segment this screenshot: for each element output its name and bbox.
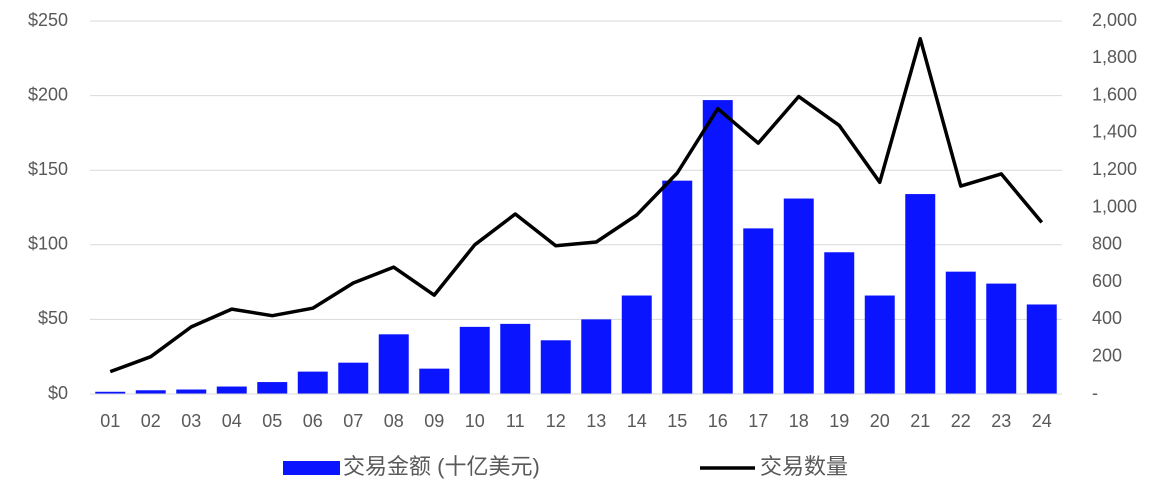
- x-tick-label: 17: [748, 411, 768, 431]
- x-tick-label: 04: [222, 411, 242, 431]
- legend-swatch: [283, 461, 340, 475]
- y-tick-label: $250: [28, 10, 68, 30]
- bar: [135, 390, 166, 394]
- bar: [824, 252, 855, 394]
- bar: [257, 382, 288, 394]
- bar: [743, 228, 774, 394]
- y2-tick-label: 1,600: [1092, 84, 1137, 104]
- x-tick-label: 03: [181, 411, 201, 431]
- y-tick-label: $0: [48, 383, 68, 403]
- bar: [945, 271, 976, 394]
- x-tick-label: 02: [141, 411, 161, 431]
- legend-label: 交易数量: [760, 454, 848, 479]
- x-tick-label: 20: [870, 411, 890, 431]
- x-tick-label: 07: [343, 411, 363, 431]
- x-tick-label: 10: [465, 411, 485, 431]
- x-tick-label: 08: [384, 411, 404, 431]
- x-tick-label: 13: [586, 411, 606, 431]
- bar: [540, 340, 571, 394]
- bar: [176, 389, 207, 394]
- y2-tick-label: 1,800: [1092, 47, 1137, 67]
- y2-tick-label: 1,200: [1092, 159, 1137, 179]
- bar: [662, 180, 693, 394]
- x-tick-label: 24: [1032, 411, 1052, 431]
- x-tick-label: 22: [951, 411, 971, 431]
- bar: [905, 194, 936, 394]
- y-tick-label: $150: [28, 159, 68, 179]
- bar: [378, 334, 409, 394]
- x-tick-label: 05: [262, 411, 282, 431]
- bar: [986, 283, 1017, 394]
- x-tick-label: 14: [627, 411, 647, 431]
- bar: [297, 371, 328, 394]
- y-tick-label: $100: [28, 234, 68, 254]
- bar: [783, 198, 814, 394]
- y2-tick-label: 400: [1092, 308, 1122, 328]
- bar: [581, 319, 612, 394]
- x-tick-label: 16: [708, 411, 728, 431]
- bar: [1026, 304, 1057, 394]
- bar: [621, 295, 652, 394]
- x-tick-label: 01: [100, 411, 120, 431]
- y2-tick-label: 1,400: [1092, 122, 1137, 142]
- line: [109, 36, 1044, 374]
- x-tick-label: 21: [910, 411, 930, 431]
- x-tick-label: 06: [303, 411, 323, 431]
- y2-tick-label: 800: [1092, 234, 1122, 254]
- y2-tick-label: 600: [1092, 271, 1122, 291]
- bar: [702, 100, 733, 395]
- y2-tick-label: -: [1092, 383, 1098, 403]
- x-tick-label: 18: [789, 411, 809, 431]
- bar: [95, 391, 126, 394]
- y-tick-label: $50: [38, 308, 68, 328]
- bar: [338, 362, 369, 394]
- x-tick-label: 09: [424, 411, 444, 431]
- y2-tick-label: 200: [1092, 345, 1122, 365]
- legend-label: 交易金额 (十亿美元): [343, 454, 540, 479]
- bar: [216, 386, 247, 394]
- y2-tick-label: 1,000: [1092, 196, 1137, 216]
- y2-tick-label: 2,000: [1092, 10, 1137, 30]
- y-tick-label: $200: [28, 84, 68, 104]
- x-tick-label: 23: [991, 411, 1011, 431]
- x-tick-label: 12: [546, 411, 566, 431]
- bar: [419, 368, 450, 394]
- bar: [459, 326, 490, 394]
- bar: [500, 323, 531, 394]
- x-tick-label: 11: [506, 411, 525, 431]
- x-tick-label: 19: [829, 411, 849, 431]
- x-tick-label: 15: [667, 411, 687, 431]
- bar: [864, 295, 895, 394]
